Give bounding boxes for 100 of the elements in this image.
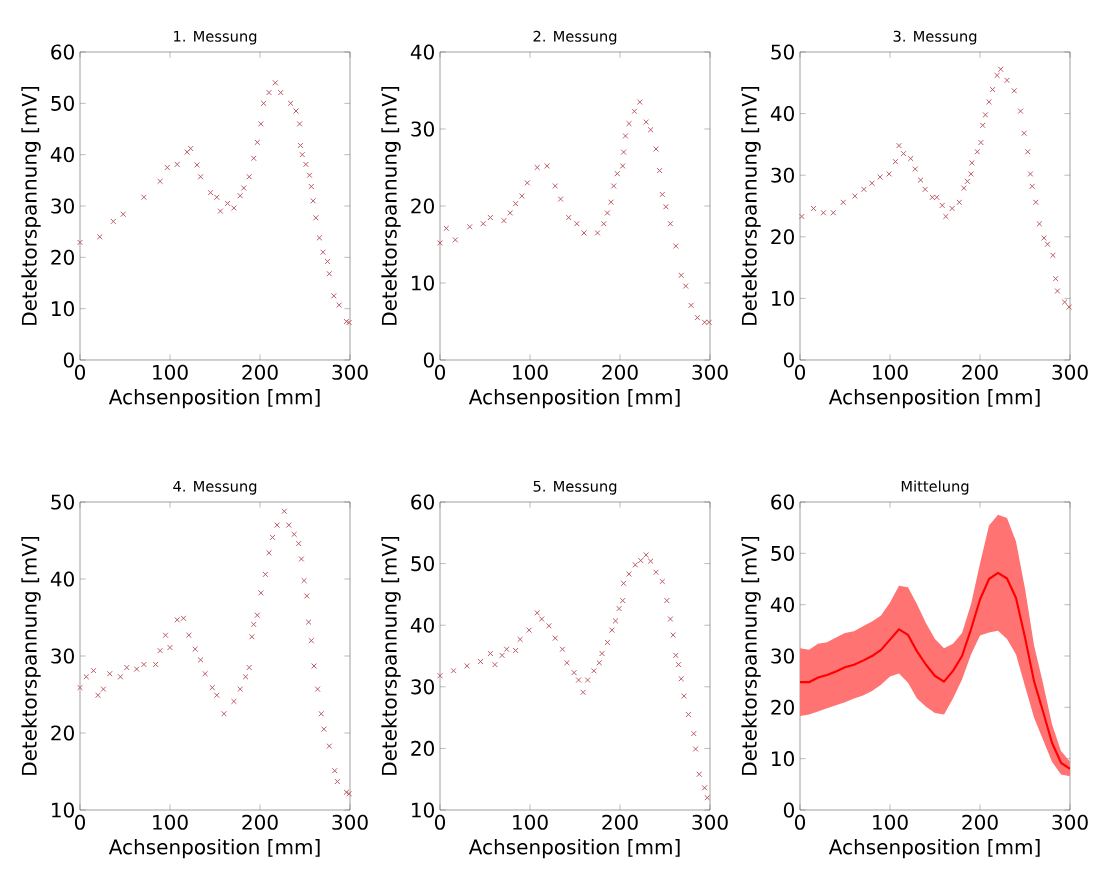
point <box>584 677 591 683</box>
point <box>604 639 611 646</box>
point <box>248 633 255 640</box>
x-axis-title: Achsenposition [mm] <box>108 389 320 409</box>
point <box>106 670 113 677</box>
point <box>563 659 570 666</box>
point <box>997 66 1004 73</box>
y-tick-label: 20 <box>51 249 74 265</box>
y-tick-label: 50 <box>771 44 794 60</box>
point <box>877 174 884 180</box>
y-tick-label: 50 <box>51 95 74 111</box>
point <box>860 186 867 193</box>
point <box>552 635 559 642</box>
point <box>197 656 204 663</box>
point <box>1052 275 1059 282</box>
point <box>518 193 525 199</box>
point <box>257 589 264 596</box>
chart-title: 1. Messung <box>174 30 257 45</box>
point <box>250 155 257 162</box>
x-tick-label: 200 <box>602 364 638 380</box>
point <box>659 191 666 198</box>
point <box>538 616 545 622</box>
y-tick-label: 30 <box>771 167 794 183</box>
y-tick-label: 30 <box>51 198 74 214</box>
point <box>694 314 701 321</box>
point <box>692 746 699 752</box>
point <box>512 647 519 654</box>
point <box>167 644 173 651</box>
y-axis-title: Detektorspannung [mV] <box>381 536 401 775</box>
point <box>675 661 682 668</box>
point <box>326 270 333 277</box>
y-axis-title: Detektorspannung [mV] <box>741 86 761 325</box>
point <box>464 662 470 669</box>
point <box>994 72 1001 79</box>
y-tick-label: 50 <box>771 545 794 561</box>
point <box>917 177 924 184</box>
y-tick-label: 0 <box>423 352 434 368</box>
point <box>480 220 487 227</box>
point <box>620 149 627 156</box>
point <box>552 183 559 189</box>
point <box>209 684 216 691</box>
point <box>1032 199 1039 206</box>
point <box>291 531 298 538</box>
x-tick-label: 200 <box>242 814 278 830</box>
point <box>507 210 514 216</box>
point <box>604 210 611 216</box>
point <box>667 616 674 622</box>
point <box>133 666 140 673</box>
point <box>637 557 644 564</box>
point <box>608 627 615 634</box>
point <box>491 661 498 668</box>
point <box>316 234 323 241</box>
point <box>336 302 343 308</box>
x-axis-title: Achsenposition [mm] <box>108 839 320 859</box>
point <box>100 686 107 693</box>
point <box>295 540 302 547</box>
point <box>262 571 269 578</box>
x-tick-label: 100 <box>513 814 548 830</box>
point <box>969 159 975 166</box>
point <box>571 669 578 676</box>
x-tick-label: 300 <box>1052 364 1088 380</box>
point <box>237 686 244 693</box>
x-tick-label: 0 <box>74 364 86 380</box>
y-tick-label: 20 <box>411 740 434 756</box>
point <box>452 236 459 243</box>
point <box>960 185 967 192</box>
point <box>512 200 519 207</box>
point <box>164 164 171 171</box>
point <box>933 194 940 201</box>
point <box>1049 252 1056 259</box>
y-tick-label: 0 <box>783 802 794 818</box>
point <box>260 100 267 107</box>
point <box>626 120 632 127</box>
y-tick-label: 40 <box>410 617 434 633</box>
point <box>285 522 292 529</box>
x-tick-label: 0 <box>74 814 86 830</box>
chart-title: 5. Messung <box>533 480 617 495</box>
point <box>237 192 244 199</box>
y-tick-label: 0 <box>63 352 74 368</box>
point <box>653 569 659 576</box>
point <box>162 632 169 639</box>
chart-title: Mittelung <box>901 480 969 495</box>
point <box>557 196 564 202</box>
point <box>647 126 654 133</box>
y-tick-label: 10 <box>52 301 74 317</box>
point <box>656 167 663 174</box>
point <box>620 580 627 587</box>
point <box>1061 299 1068 306</box>
point <box>152 661 159 668</box>
point <box>274 522 281 529</box>
point <box>986 98 992 105</box>
point <box>202 670 209 677</box>
point <box>1036 220 1043 227</box>
point <box>886 171 893 177</box>
point <box>1017 108 1024 115</box>
point <box>306 172 313 179</box>
y-tick-label: 30 <box>771 648 794 664</box>
point <box>83 673 90 680</box>
point <box>575 677 582 683</box>
point <box>174 161 181 168</box>
